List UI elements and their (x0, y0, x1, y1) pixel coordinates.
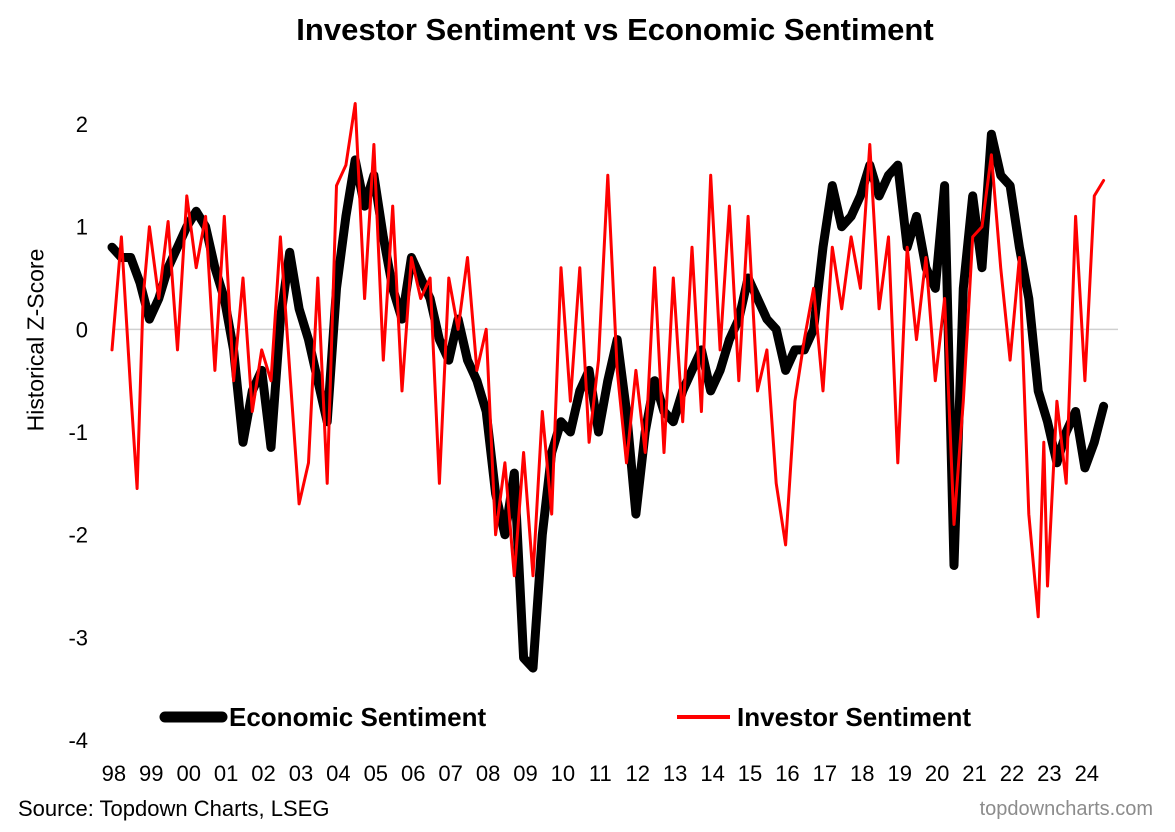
legend-label-economic: Economic Sentiment (229, 702, 486, 732)
series-line-economic (107, 129, 1109, 673)
legend-label-investor: Investor Sentiment (737, 702, 971, 732)
x-tick-label: 14 (700, 761, 724, 786)
x-tick-label: 05 (364, 761, 388, 786)
y-tick-label: -4 (68, 728, 88, 753)
x-tick-label: 13 (663, 761, 687, 786)
y-tick-label: 0 (76, 317, 88, 342)
y-tick-label: 2 (76, 112, 88, 137)
source-note: Source: Topdown Charts, LSEG (18, 796, 330, 821)
x-tick-label: 99 (139, 761, 163, 786)
x-tick-label: 02 (251, 761, 275, 786)
x-tick-label: 24 (1075, 761, 1099, 786)
x-tick-label: 10 (551, 761, 575, 786)
x-tick-label: 22 (1000, 761, 1024, 786)
x-tick-label: 00 (176, 761, 200, 786)
x-tick-label: 01 (214, 761, 238, 786)
x-tick-label: 23 (1037, 761, 1061, 786)
y-tick-label: 1 (76, 215, 88, 240)
y-tick-label: -1 (68, 420, 88, 445)
credit-watermark: topdowncharts.com (979, 798, 1153, 820)
x-tick-label: 11 (589, 761, 612, 786)
x-tick-label: 17 (813, 761, 837, 786)
x-tick-label: 16 (775, 761, 799, 786)
x-tick-label: 08 (476, 761, 500, 786)
x-tick-label: 98 (102, 761, 126, 786)
chart-title: Investor Sentiment vs Economic Sentiment (296, 12, 934, 47)
y-tick-label: -2 (68, 523, 88, 548)
series-line-investor (110, 102, 1106, 619)
x-tick-label: 04 (326, 761, 350, 786)
x-tick-label: 18 (850, 761, 874, 786)
y-tick-label: -3 (68, 625, 88, 650)
x-tick-label: 19 (887, 761, 911, 786)
x-tick-label: 09 (513, 761, 537, 786)
x-tick-label: 20 (925, 761, 949, 786)
x-tick-label: 06 (401, 761, 425, 786)
x-tick-label: 15 (738, 761, 762, 786)
x-tick-label: 12 (626, 761, 650, 786)
x-tick-label: 03 (289, 761, 313, 786)
x-tick-label: 21 (962, 761, 986, 786)
x-tick-label: 07 (438, 761, 462, 786)
